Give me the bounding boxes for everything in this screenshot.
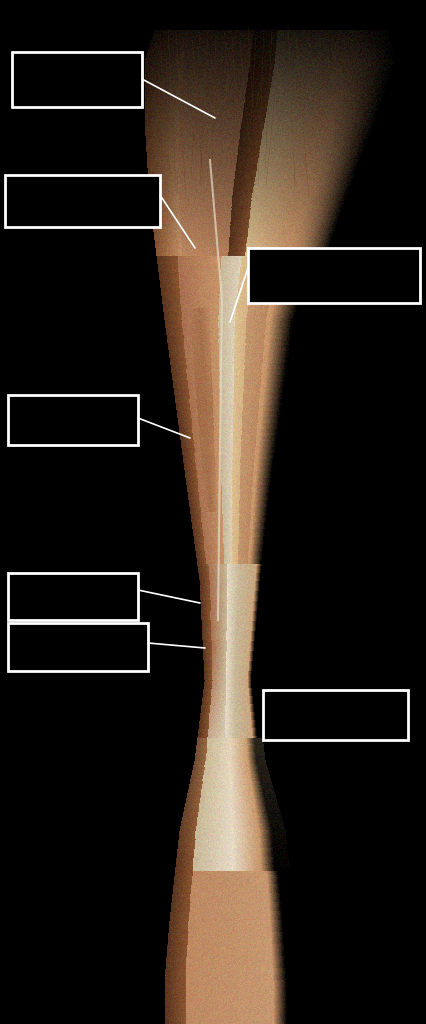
Bar (12, 52, 142, 106)
Bar (8, 573, 138, 620)
Bar (248, 248, 419, 303)
Bar (262, 690, 407, 740)
Bar (5, 175, 160, 227)
Bar (8, 623, 148, 671)
Bar (8, 395, 138, 445)
